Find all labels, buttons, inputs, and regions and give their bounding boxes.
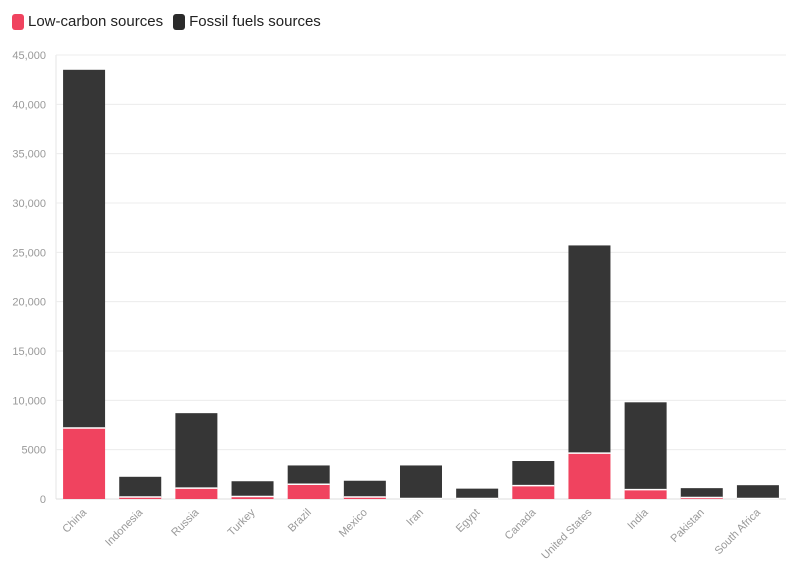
x-tick-label: China [60,506,89,535]
bar-fossil [287,465,330,485]
y-tick-label: 25,000 [12,247,46,259]
bar-fossil [343,480,386,498]
y-tick-label: 45,000 [12,50,46,62]
bar-fossil [624,402,667,490]
bar-fossil [231,481,274,497]
x-tick-label: Turkey [226,506,258,538]
x-tick-label: Russia [169,506,202,539]
bar-fossil [119,476,162,498]
bar-fossil [456,488,499,499]
bar-fossil [680,488,723,498]
bar-fossil [568,245,611,454]
legend-label-fossil: Fossil fuels sources [189,13,321,30]
low-carbon-swatch [12,13,24,30]
x-tick-label: Pakistan [669,507,707,545]
x-tick-label: United States [539,506,595,562]
y-tick-label: 40,000 [12,99,46,111]
y-tick-label: 15,000 [12,346,46,358]
legend: Low-carbon sources Fossil fuels sources [12,13,331,30]
x-tick-label: Indonesia [103,506,146,549]
bar-low-carbon [624,489,667,499]
bar-low-carbon [119,497,162,499]
x-tick-label: Brazil [286,507,314,535]
bar-low-carbon [568,453,611,499]
x-tick-label: India [625,506,651,532]
bar-low-carbon [63,427,106,499]
y-tick-label: 0 [40,494,46,506]
y-tick-label: 35,000 [12,149,46,161]
bar-fossil [736,485,779,499]
y-tick-label: 5000 [22,445,46,457]
x-tick-label: Iran [404,507,426,529]
bar-low-carbon [343,497,386,499]
bar-fossil [512,461,555,486]
y-tick-label: 10,000 [12,395,46,407]
x-tick-label: South Africa [713,506,764,557]
legend-label-low-carbon: Low-carbon sources [28,13,164,30]
fossil-swatch [173,13,186,30]
x-tick-label: Mexico [337,507,370,540]
y-tick-label: 30,000 [12,198,46,210]
y-tick-label: 20,000 [12,297,46,309]
legend-item-fossil[interactable]: Fossil fuels sources [173,13,321,30]
bar-low-carbon [512,485,555,499]
bar-fossil [63,69,106,428]
bar-low-carbon [175,488,218,499]
x-tick-label: Egypt [454,507,482,535]
bar-fossil [175,413,218,489]
bar-low-carbon [287,484,330,499]
bar-fossil [400,465,442,499]
bar-low-carbon [231,496,274,499]
legend-item-low-carbon[interactable]: Low-carbon sources [12,13,163,30]
x-tick-label: Canada [503,506,539,542]
